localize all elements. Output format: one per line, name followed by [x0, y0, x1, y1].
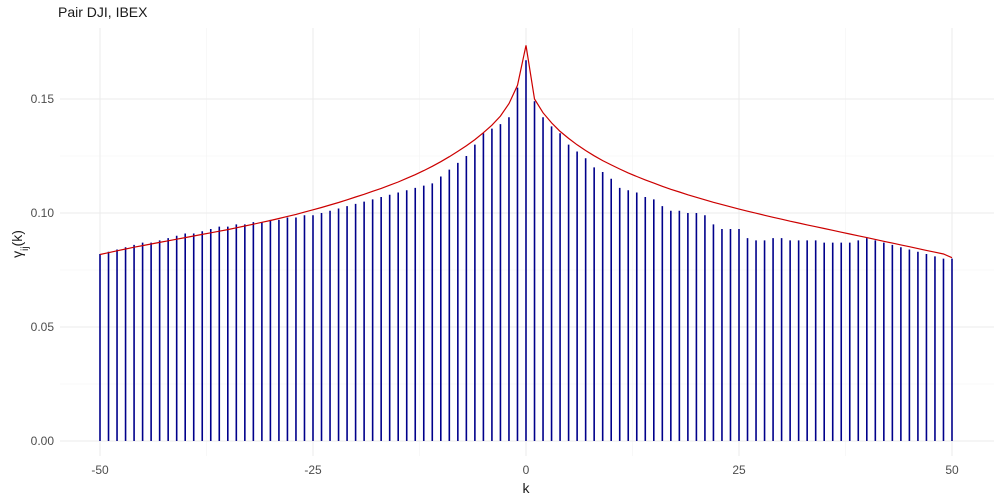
- y-axis-title: γij(k): [9, 230, 31, 258]
- chart-title: Pair DJI, IBEX: [58, 4, 148, 20]
- x-tick-label: -50: [91, 463, 109, 477]
- y-tick-label: 0.15: [31, 92, 55, 106]
- x-tick-label: 50: [945, 463, 959, 477]
- y-tick-label: 0.05: [31, 320, 55, 334]
- y-axis-title-arg: (k): [9, 230, 25, 246]
- envelope-line: [99, 45, 953, 259]
- grid: [60, 28, 994, 456]
- y-tick-label: 0.00: [31, 434, 55, 448]
- y-axis-ticks: 0.00 0.05 0.10 0.15: [31, 92, 55, 448]
- y-axis-title-sub: ij: [20, 246, 31, 250]
- series-line: [99, 45, 953, 259]
- x-axis-ticks: -50 -25 0 25 50: [91, 463, 959, 477]
- x-tick-label: 0: [523, 463, 530, 477]
- x-axis-title: k: [523, 480, 531, 496]
- x-tick-label: -25: [304, 463, 322, 477]
- y-axis-title-base: γ: [9, 251, 25, 258]
- x-tick-label: 25: [732, 463, 746, 477]
- y-tick-label: 0.10: [31, 206, 55, 220]
- bars: [99, 60, 953, 441]
